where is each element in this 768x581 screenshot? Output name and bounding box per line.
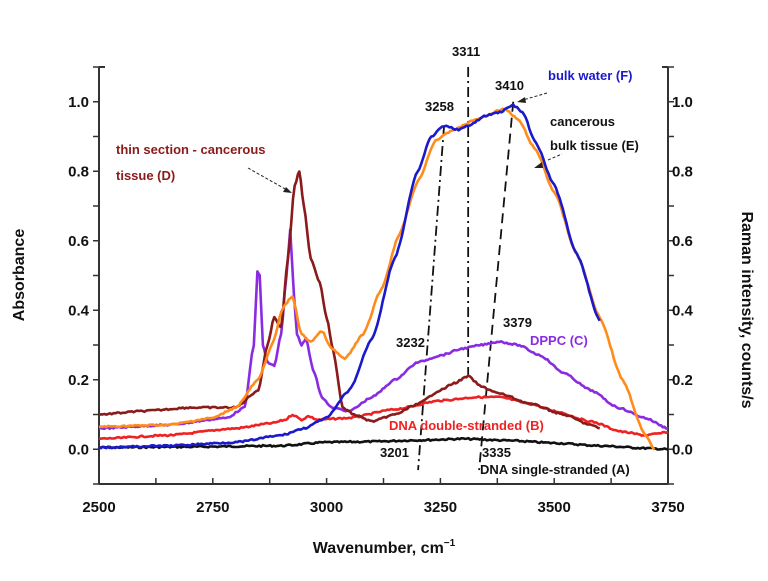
- arrow-thin-section: [247, 167, 292, 193]
- reference-line-3410-3335: [478, 101, 515, 471]
- label-thin-section-line1: thin section - cancerous: [116, 142, 266, 157]
- y-tick-label-right: 0.6: [672, 233, 693, 250]
- series-line-thin-section-cancerous-tissue-d: [98, 170, 601, 430]
- x-axis-title: Wavenumber, cm−1: [313, 538, 456, 557]
- label-3379: 3379: [503, 315, 532, 330]
- reference-lines: [417, 67, 515, 471]
- arrow-bulk-tissue: [534, 153, 563, 168]
- label-3232: 3232: [396, 335, 425, 350]
- series-line-bulk-water-f: [98, 103, 601, 450]
- y-axis-title-right: Raman intensity, counts/s: [738, 211, 755, 408]
- y-tick-label-right: 1.0: [672, 94, 693, 111]
- x-tick-label: 2500: [82, 499, 115, 516]
- y-tick-label-left: 0.6: [68, 233, 89, 250]
- label-3335: 3335: [482, 445, 511, 460]
- label-cancerous-line1: cancerous: [550, 114, 615, 129]
- label-dna-double: DNA double-stranded (B): [389, 418, 544, 433]
- label-bulk-water: bulk water (F): [548, 68, 633, 83]
- y-tick-label-right: 0.8: [672, 163, 693, 180]
- tick-labels: 0.0 0.0 0.2 0.2 0.4 0.4 0.6 0.6 0.8 0.8 1.0 1.0 2500…: [68, 94, 693, 516]
- label-3311: 3311: [452, 44, 480, 59]
- label-3258: 3258: [425, 99, 454, 114]
- x-tick-label: 3250: [424, 499, 457, 516]
- x-tick-label: 3000: [310, 499, 343, 516]
- y-tick-label-right: 0.4: [672, 302, 694, 319]
- y-tick-label-left: 0.8: [68, 163, 89, 180]
- y-tick-label-right: 0.0: [672, 441, 693, 458]
- arrow-bulk-water: [517, 92, 548, 103]
- series-line-dppc-c: [99, 228, 669, 431]
- y-tick-label-left: 0.0: [68, 441, 89, 458]
- label-3410: 3410: [495, 78, 524, 93]
- label-thin-section-line2: tissue (D): [116, 168, 175, 183]
- label-cancerous-line2: bulk tissue (E): [550, 138, 639, 153]
- x-tick-label: 3500: [538, 499, 571, 516]
- y-tick-label-left: 0.2: [68, 372, 89, 389]
- x-tick-label: 3750: [651, 499, 684, 516]
- reference-line-3258-3201: [417, 126, 445, 471]
- y-axis-title-left: Absorbance: [11, 229, 28, 322]
- y-tick-label-left: 0.4: [68, 302, 90, 319]
- y-tick-label-left: 1.0: [68, 94, 89, 111]
- series-line-dna-single-stranded-a: [98, 436, 669, 451]
- label-dppc: DPPC (C): [530, 333, 588, 348]
- label-dna-single: DNA single-stranded (A): [480, 462, 630, 477]
- series-group: [98, 103, 669, 451]
- series-line-cancerous-bulk-tissue-e: [98, 107, 656, 451]
- x-tick-label: 2750: [196, 499, 229, 516]
- y-tick-label-right: 0.2: [672, 372, 693, 389]
- label-3201: 3201: [380, 445, 409, 460]
